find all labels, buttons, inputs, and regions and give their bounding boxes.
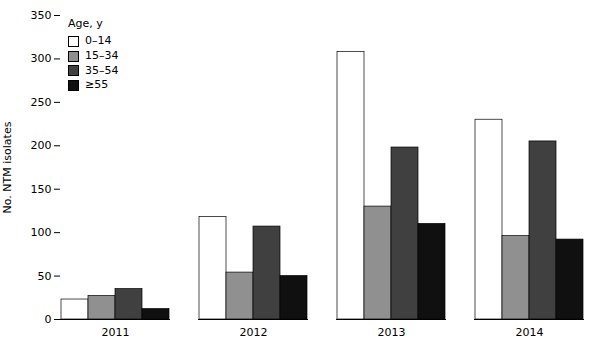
svg-text:2014: 2014 — [516, 326, 544, 339]
svg-text:250: 250 — [31, 96, 52, 109]
svg-text:150: 150 — [31, 183, 52, 196]
svg-text:2013: 2013 — [378, 326, 406, 339]
svg-text:2011: 2011 — [102, 326, 130, 339]
svg-text:350: 350 — [31, 9, 52, 22]
svg-text:300: 300 — [31, 52, 52, 65]
html-text:Age, y: Age, y — [68, 17, 103, 30]
svg-text:50: 50 — [38, 270, 52, 283]
svg-text:No. NTM isolates: No. NTM isolates — [1, 121, 14, 213]
html-text:15–34: 15–34 — [85, 48, 119, 62]
svg-text:200: 200 — [31, 139, 52, 152]
html-text:35–54: 35–54 — [85, 63, 119, 77]
svg-text:100: 100 — [31, 226, 52, 239]
html-text:0–14: 0–14 — [85, 33, 112, 47]
svg-text:0: 0 — [45, 313, 52, 326]
svg-text:2012: 2012 — [240, 326, 268, 339]
html-text:≥55: ≥55 — [85, 78, 109, 92]
